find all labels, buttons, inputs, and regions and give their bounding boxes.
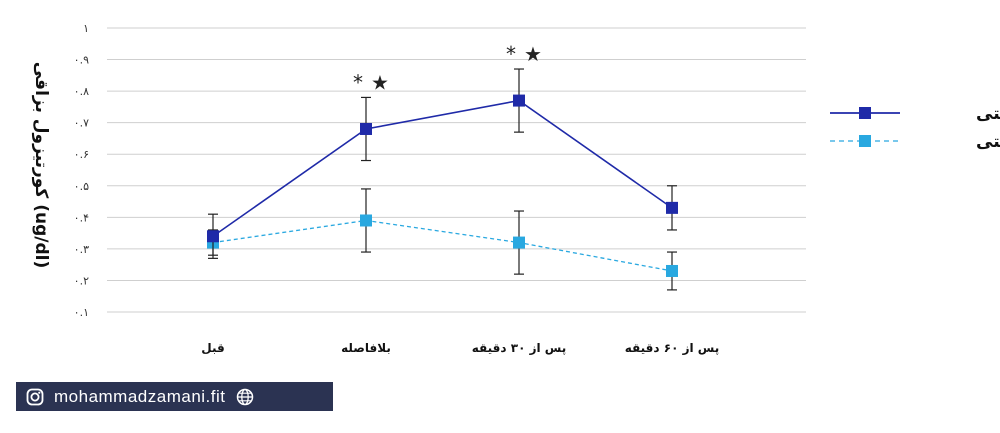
y-tick-label: ۰.۷ [74,117,89,130]
star-marker: ★ [371,70,389,94]
y-tick-label: ۱ [83,22,89,35]
series-2 [207,188,678,291]
data-point [360,214,372,227]
y-tick-label: ۰.۸ [74,85,89,98]
data-point [207,230,219,243]
series-layer [207,68,678,291]
legend-label: سه ستی [976,104,1000,124]
y-tick-label: ۰.۱ [74,306,89,319]
category-labels: قبل بلافاصله پس از ۳۰ دقیقه پس از ۶۰ دقیقه [201,341,719,355]
series-1 [207,68,678,259]
globe-icon [236,388,254,406]
chart: ۰.۱ ۰.۲ ۰.۳ ۰.۴ ۰.۵ ۰.۶ ۰.۷ ۰.۸ ۰.۹ ۱ قبل بلافاصله… [31,22,1000,355]
data-point [666,201,678,214]
y-tick-label: ۰.۲ [74,274,89,287]
series-line [212,99,673,237]
y-axis-label: کورتیزول بزاقی (ug/dl) [31,62,51,269]
legend: سه ستی تک ستی [830,104,1000,152]
instagram-icon [26,388,44,406]
asterisk-marker: * [353,70,363,94]
watermark-banner: mohammadzamani.fit [16,382,333,411]
star-marker: ★ [524,42,542,66]
category-label: پس از ۶۰ دقیقه [625,341,720,355]
series-line [212,219,673,272]
y-tick-label: ۰.۴ [74,211,89,224]
category-label: پس از ۳۰ دقیقه [472,341,567,355]
data-point [513,94,525,107]
significance-markers: * ★ * ★ [353,42,542,94]
legend-item: تک ستی [830,132,1000,152]
y-tick-label: ۰.۹ [74,54,89,67]
watermark-text: mohammadzamani.fit [54,386,226,406]
data-point [513,236,525,249]
category-label: قبل [201,341,224,355]
y-tick-labels: ۰.۱ ۰.۲ ۰.۳ ۰.۴ ۰.۵ ۰.۶ ۰.۷ ۰.۸ ۰.۹ ۱ [74,22,89,319]
asterisk-marker: * [506,42,516,66]
legend-label: تک ستی [976,132,1000,152]
y-tick-label: ۰.۶ [74,148,89,161]
data-point [360,122,372,135]
y-tick-label: ۰.۳ [74,243,89,256]
category-label: بلافاصله [341,341,391,355]
data-point [666,264,678,277]
legend-item: سه ستی [830,104,1000,124]
y-tick-label: ۰.۵ [74,180,89,193]
gridlines [107,27,806,313]
